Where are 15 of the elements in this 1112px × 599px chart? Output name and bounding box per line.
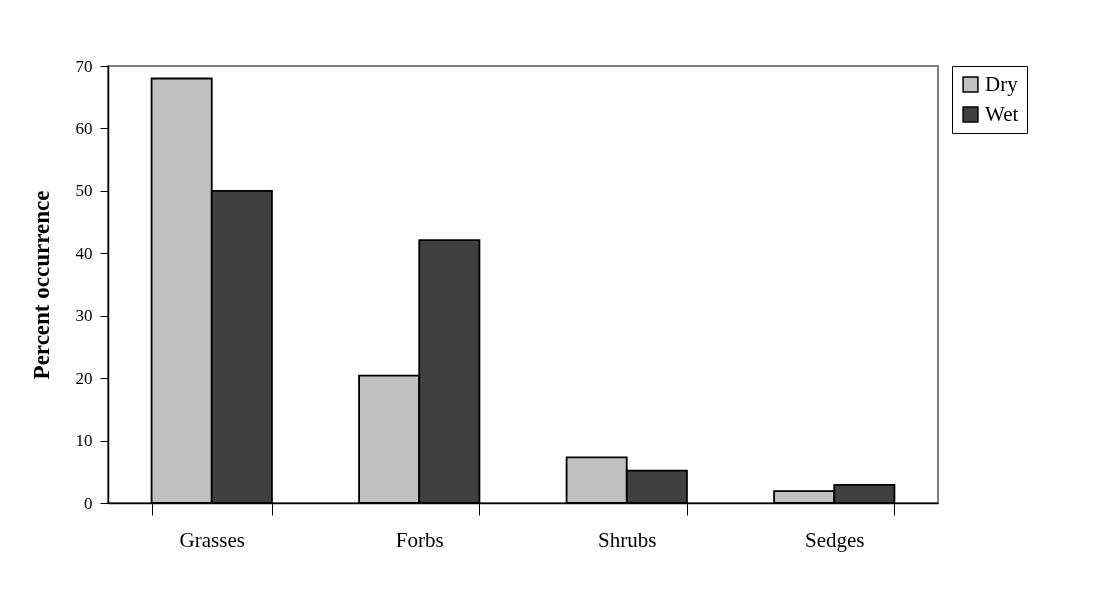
legend-label: Dry bbox=[985, 71, 1019, 96]
x-tick-label: Forbs bbox=[395, 527, 444, 552]
y-axis-title: Percent occurrence bbox=[28, 190, 54, 380]
x-tick-label: Grasses bbox=[179, 527, 245, 552]
y-tick-label: 20 bbox=[75, 368, 93, 388]
y-tick-label: 70 bbox=[75, 56, 93, 76]
y-tick-label: 0 bbox=[84, 493, 93, 513]
y-tick-label: 60 bbox=[75, 118, 93, 138]
y-tick-label: 40 bbox=[75, 243, 93, 263]
x-tick-label: Shrubs bbox=[598, 527, 657, 552]
y-tick-label: 50 bbox=[75, 181, 93, 201]
x-tick-label: Sedges bbox=[805, 527, 865, 552]
legend-label: Wet bbox=[985, 101, 1019, 126]
y-tick-label: 10 bbox=[75, 431, 93, 451]
y-tick-label: 30 bbox=[75, 306, 93, 326]
